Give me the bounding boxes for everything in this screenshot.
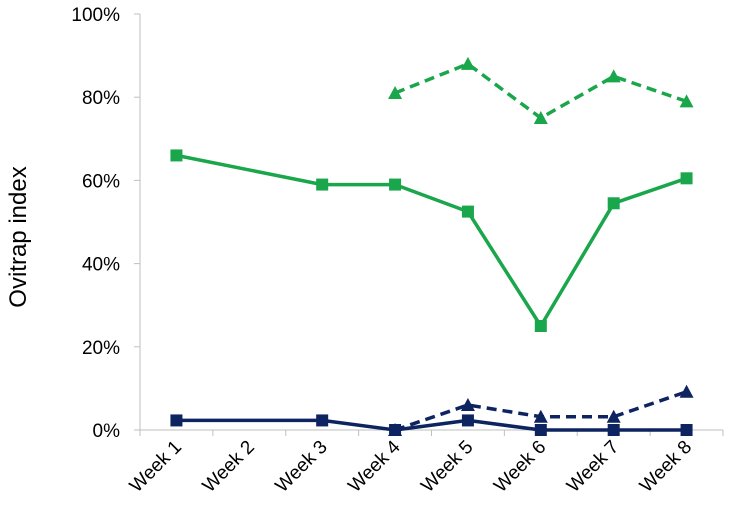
data-point-triangle bbox=[679, 94, 694, 108]
data-point-square bbox=[316, 178, 329, 191]
y-tick-label: 20% bbox=[82, 338, 120, 359]
x-tick-label: Week 7 bbox=[563, 437, 623, 497]
series-3 bbox=[170, 414, 693, 436]
data-point-triangle bbox=[533, 111, 548, 124]
data-point-triangle bbox=[388, 86, 403, 100]
y-tick-label: 100% bbox=[71, 5, 120, 26]
series-2 bbox=[388, 56, 694, 124]
data-point-square bbox=[607, 424, 620, 436]
x-tick-label: Week 1 bbox=[126, 437, 186, 497]
x-tick-label: Week 4 bbox=[344, 436, 404, 496]
data-point-square bbox=[170, 149, 183, 162]
data-point-triangle bbox=[533, 409, 548, 423]
data-point-square bbox=[680, 424, 693, 436]
series-line bbox=[394, 62, 688, 120]
data-point-square bbox=[607, 197, 620, 210]
y-axis-title: Ovitrap index bbox=[5, 166, 32, 307]
data-point-triangle bbox=[606, 409, 621, 423]
data-point-square bbox=[170, 414, 183, 427]
data-point-triangle bbox=[388, 423, 403, 436]
x-tick-label: Week 5 bbox=[417, 437, 477, 497]
data-point-square bbox=[680, 172, 693, 185]
data-point-square bbox=[461, 205, 474, 218]
data-point-triangle bbox=[606, 69, 621, 83]
x-tick-label: Week 2 bbox=[199, 437, 259, 497]
x-tick-label: Week 8 bbox=[636, 437, 696, 497]
chart-series bbox=[170, 56, 694, 436]
y-tick-label: 80% bbox=[82, 88, 120, 109]
data-point-triangle bbox=[460, 56, 475, 70]
data-point-square bbox=[316, 414, 329, 427]
data-point-triangle bbox=[460, 398, 475, 412]
y-tick-label: 60% bbox=[82, 171, 120, 192]
series-line bbox=[176, 153, 688, 328]
data-point-square bbox=[534, 424, 547, 436]
x-tick-label: Week 6 bbox=[490, 437, 550, 497]
x-tick-label: Week 3 bbox=[272, 437, 332, 497]
data-point-square bbox=[389, 178, 402, 191]
data-point-square bbox=[461, 414, 474, 427]
series-4 bbox=[388, 384, 694, 436]
y-tick-label: 40% bbox=[82, 255, 120, 276]
data-point-triangle bbox=[679, 384, 694, 398]
data-point-square bbox=[534, 320, 547, 332]
y-tick-label: 0% bbox=[93, 421, 121, 442]
series-1 bbox=[170, 149, 693, 332]
